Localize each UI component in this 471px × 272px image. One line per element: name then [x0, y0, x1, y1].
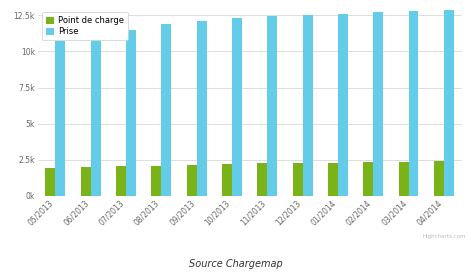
Bar [90, 34, 101, 196]
Bar [116, 166, 126, 196]
Bar [161, 24, 171, 196]
Text: Highcharts.com: Highcharts.com [423, 234, 466, 239]
Bar [196, 21, 206, 196]
Bar [151, 166, 161, 196]
Bar [292, 163, 302, 196]
Bar [338, 14, 348, 196]
Bar [398, 162, 408, 196]
Bar [434, 161, 444, 196]
Bar [408, 11, 418, 196]
Bar [444, 10, 454, 196]
Legend: Point de charge, Prise: Point de charge, Prise [42, 12, 128, 40]
Bar [222, 164, 232, 196]
Bar [328, 163, 338, 196]
Bar [364, 162, 373, 196]
Bar [257, 163, 268, 196]
Bar [268, 16, 277, 196]
Bar [373, 13, 383, 196]
Text: Source Chargemap: Source Chargemap [188, 259, 283, 269]
Bar [232, 18, 242, 196]
Bar [126, 30, 136, 196]
Bar [45, 168, 56, 196]
Bar [302, 16, 313, 196]
Bar [187, 165, 197, 196]
Bar [81, 167, 90, 196]
Bar [56, 41, 65, 196]
